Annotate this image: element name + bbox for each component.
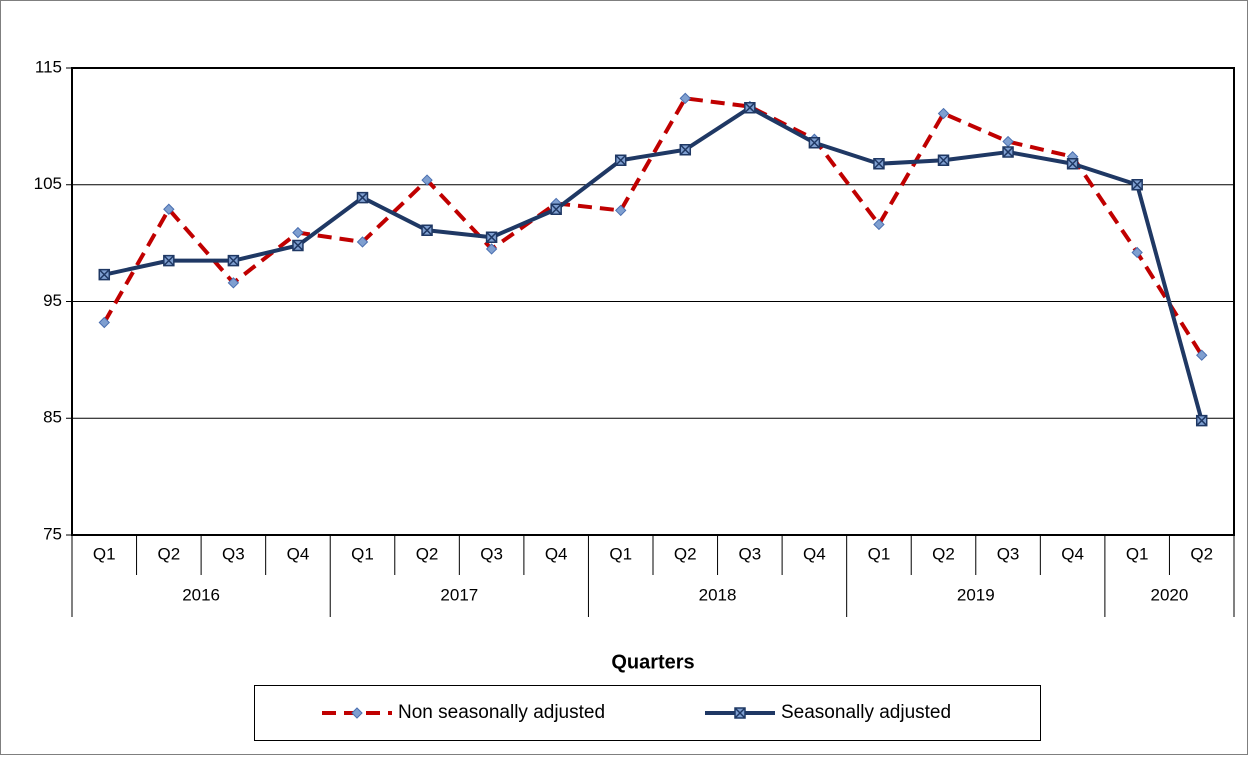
point bbox=[351, 707, 363, 719]
point bbox=[1066, 157, 1079, 170]
x-tick-label: Q3 bbox=[222, 544, 245, 563]
point bbox=[614, 154, 627, 166]
point bbox=[1196, 349, 1208, 361]
y-tick-label: 105 bbox=[34, 174, 62, 193]
point bbox=[808, 136, 821, 149]
y-tick-label: 85 bbox=[43, 408, 62, 427]
y-tick-label: 95 bbox=[43, 291, 62, 310]
x-tick-label: Q4 bbox=[803, 544, 826, 563]
x-tick-label: Q4 bbox=[545, 544, 568, 563]
x-axis-title: Quarters bbox=[611, 651, 694, 673]
series-line bbox=[102, 96, 1204, 357]
group-label: 2017 bbox=[440, 585, 478, 604]
point bbox=[485, 231, 498, 244]
x-tick-label: Q2 bbox=[1190, 544, 1213, 563]
point bbox=[98, 268, 111, 281]
x-tick-label: Q3 bbox=[480, 544, 503, 563]
point bbox=[227, 277, 240, 289]
x-tick-label: Q3 bbox=[738, 544, 761, 563]
point bbox=[421, 174, 433, 186]
point bbox=[1195, 414, 1208, 427]
point bbox=[873, 218, 885, 231]
x-tick-label: Q1 bbox=[351, 544, 374, 563]
group-label: 2020 bbox=[1151, 585, 1189, 604]
point bbox=[356, 236, 369, 248]
x-tick-label: Q1 bbox=[93, 544, 116, 563]
point bbox=[292, 239, 304, 252]
point bbox=[1002, 146, 1014, 158]
y-tick-label: 115 bbox=[35, 57, 62, 76]
legend-label: Seasonally adjusted bbox=[781, 702, 951, 723]
x-tick-label: Q3 bbox=[997, 544, 1020, 563]
x-tick-label: Q4 bbox=[1061, 544, 1084, 563]
point bbox=[734, 707, 746, 719]
point bbox=[356, 191, 369, 204]
x-tick-label: Q2 bbox=[416, 544, 439, 563]
group-label: 2018 bbox=[699, 585, 737, 604]
point bbox=[679, 92, 691, 105]
point bbox=[1131, 179, 1143, 191]
series-line bbox=[103, 105, 1204, 422]
x-tick-label: Q2 bbox=[932, 544, 955, 563]
y-tick-label: 75 bbox=[43, 524, 62, 543]
point bbox=[98, 316, 110, 329]
point bbox=[227, 254, 240, 267]
point bbox=[937, 154, 950, 166]
x-tick-label: Q2 bbox=[674, 544, 697, 563]
x-tick-label: Q1 bbox=[1126, 544, 1149, 563]
point bbox=[421, 224, 433, 237]
point bbox=[873, 157, 885, 170]
point bbox=[163, 254, 175, 267]
x-tick-label: Q2 bbox=[157, 544, 180, 563]
group-label: 2019 bbox=[957, 585, 995, 604]
legend-box bbox=[254, 685, 1041, 741]
group-label: 2016 bbox=[182, 585, 220, 604]
point bbox=[1131, 246, 1143, 259]
x-tick-label: Q4 bbox=[287, 544, 310, 563]
point bbox=[485, 243, 498, 255]
point bbox=[163, 203, 175, 215]
x-tick-label: Q1 bbox=[868, 544, 891, 563]
point bbox=[615, 204, 627, 217]
point bbox=[550, 203, 562, 216]
point bbox=[937, 107, 950, 120]
x-tick-label: Q1 bbox=[609, 544, 632, 563]
legend-label: Non seasonally adjusted bbox=[398, 702, 605, 723]
point bbox=[679, 143, 692, 156]
point bbox=[744, 101, 756, 114]
point bbox=[292, 226, 304, 239]
